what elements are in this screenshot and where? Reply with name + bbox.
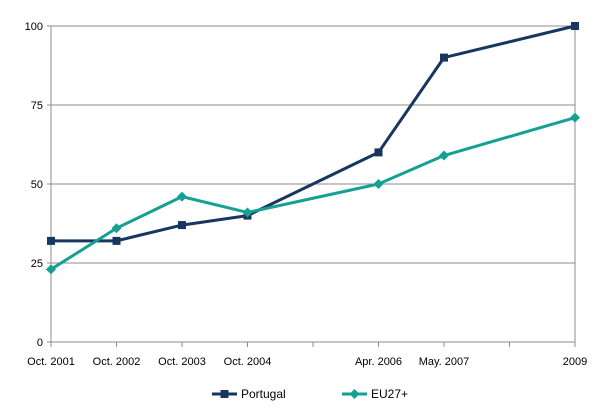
- x-tick-label: Oct. 2004: [224, 356, 272, 368]
- x-tick-label: 2009: [563, 356, 587, 368]
- data-point-0-6: [440, 53, 448, 62]
- legend-marker-diamond: [349, 389, 360, 399]
- y-tick-label: 100: [25, 21, 43, 33]
- y-tick-label: 50: [31, 179, 43, 191]
- legend-label: EU27+: [371, 387, 408, 401]
- data-point-1-8: [570, 112, 580, 123]
- data-point-1-0: [46, 264, 56, 275]
- data-point-0-0: [47, 236, 55, 245]
- data-point-1-2: [177, 191, 187, 202]
- data-point-0-2: [178, 221, 186, 230]
- x-tick-label: May. 2007: [419, 356, 470, 368]
- series-line-portugal: [51, 24, 576, 243]
- series-line-eu27-: [50, 116, 576, 271]
- x-tick-label: Apr. 2006: [355, 356, 402, 368]
- y-tick-label: 0: [37, 337, 43, 349]
- legend-marker-square: [220, 390, 229, 398]
- data-point-0-1: [112, 236, 121, 245]
- x-tick-label: Oct. 2001: [27, 356, 75, 368]
- data-point-0-5: [374, 148, 383, 157]
- data-point-1-1: [111, 223, 122, 234]
- data-point-1-5: [373, 179, 384, 189]
- x-tick-label: Oct. 2002: [93, 356, 141, 368]
- x-tick-label: Oct. 2003: [158, 356, 206, 368]
- y-tick-label: 75: [31, 100, 43, 112]
- data-point-1-3: [242, 207, 253, 218]
- legend-label: Portugal: [241, 387, 286, 401]
- y-tick-label: 25: [31, 258, 43, 270]
- data-point-1-6: [439, 150, 449, 161]
- data-point-0-8: [571, 22, 579, 30]
